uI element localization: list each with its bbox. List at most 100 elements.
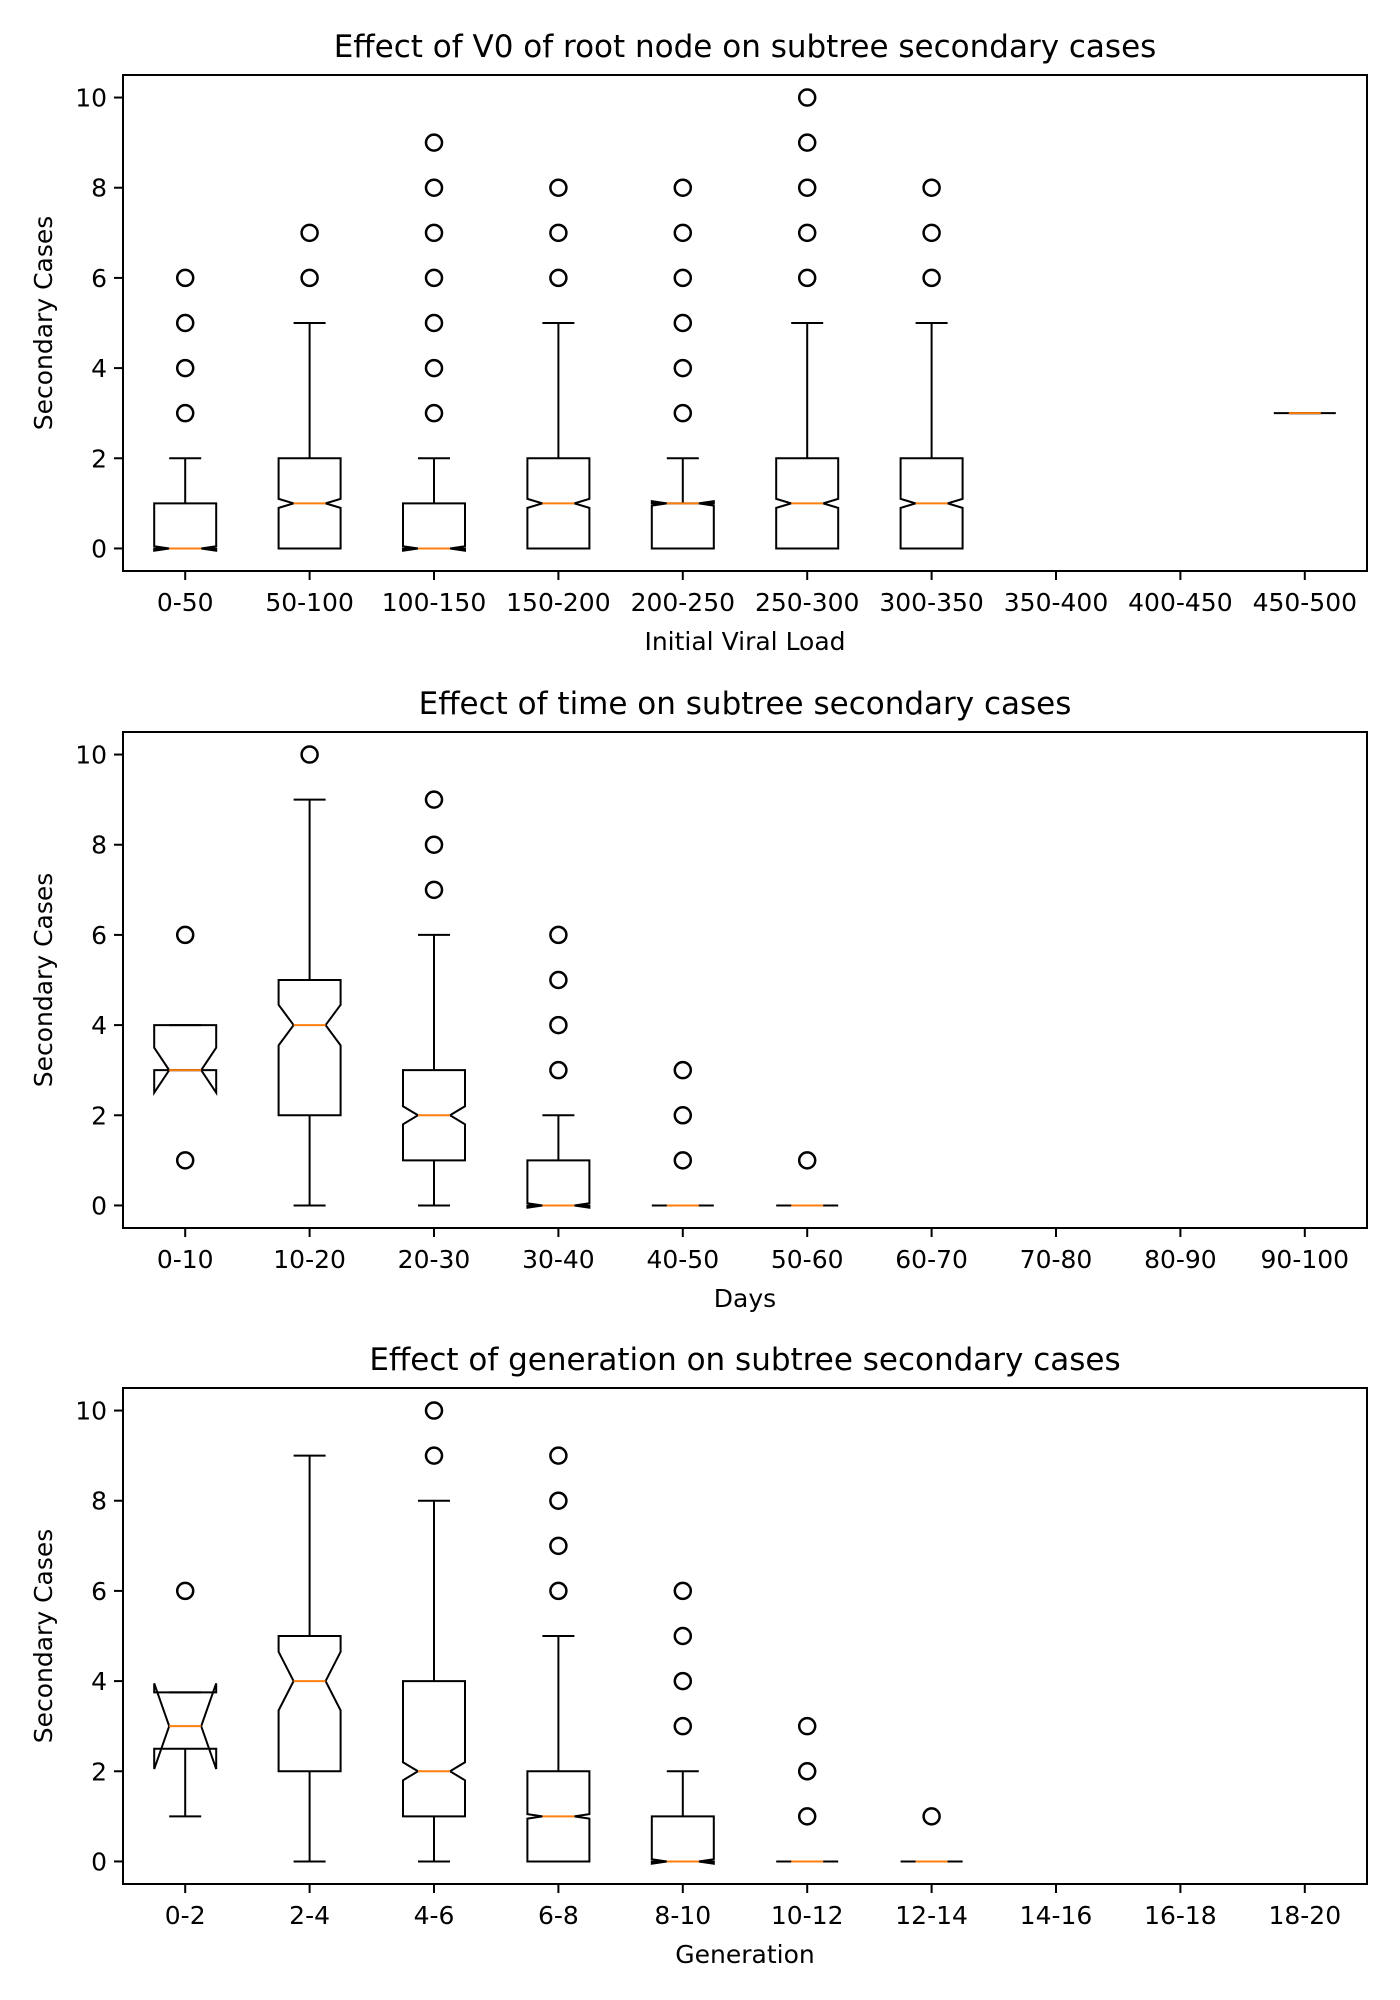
notched-box bbox=[526, 1159, 591, 1209]
outlier-point bbox=[175, 358, 195, 378]
x-tick-label: 20-30 bbox=[398, 1245, 471, 1274]
x-tick-label: 450-500 bbox=[1253, 588, 1357, 617]
outlier-point bbox=[424, 403, 444, 423]
outlier-point bbox=[424, 133, 444, 152]
x-tick-label: 12-14 bbox=[895, 1901, 968, 1930]
chart-panel-3: Effect of generation on subtree secondar… bbox=[29, 1342, 1368, 1969]
notched-box bbox=[775, 457, 840, 550]
outlier-point bbox=[424, 880, 444, 900]
y-tick-label: 6 bbox=[91, 921, 107, 950]
notched-box bbox=[153, 1683, 218, 1770]
boxplot-50-100 bbox=[277, 223, 342, 550]
outlier-point bbox=[424, 1401, 444, 1420]
y-axis-label: Secondary Cases bbox=[29, 1529, 58, 1744]
x-tick-label: 50-100 bbox=[265, 588, 354, 617]
boxplot-0-10 bbox=[153, 925, 218, 1170]
boxplot-50-60 bbox=[776, 1151, 839, 1207]
notched-box bbox=[899, 457, 964, 550]
outlier-point bbox=[673, 1716, 693, 1736]
x-tick-label: 0-10 bbox=[157, 1245, 214, 1274]
outlier-point bbox=[424, 790, 444, 809]
chart-panel-2: Effect of time on subtree secondary case… bbox=[29, 686, 1368, 1313]
outlier-point bbox=[673, 1060, 693, 1080]
x-tick-label: 6-8 bbox=[538, 1901, 579, 1930]
outlier-point bbox=[300, 223, 319, 243]
y-tick-label: 10 bbox=[75, 1397, 107, 1426]
x-tick-label: 80-90 bbox=[1144, 1245, 1217, 1274]
boxplot-8-10 bbox=[650, 1581, 715, 1865]
outlier-point bbox=[673, 178, 693, 197]
outlier-point bbox=[797, 1716, 817, 1736]
outlier-point bbox=[922, 223, 941, 243]
outlier-point bbox=[797, 178, 817, 197]
boxplot-20-30 bbox=[402, 790, 466, 1207]
x-tick-label: 8-10 bbox=[654, 1901, 711, 1930]
y-tick-label: 8 bbox=[91, 831, 107, 860]
outlier-point bbox=[549, 1581, 568, 1601]
x-tick-label: 400-450 bbox=[1128, 588, 1232, 617]
outlier-point bbox=[549, 1446, 568, 1465]
outlier-point bbox=[300, 745, 319, 764]
chart-panel-1: Effect of V0 of root node on subtree sec… bbox=[29, 29, 1368, 656]
y-tick-label: 6 bbox=[91, 264, 107, 293]
outlier-point bbox=[424, 223, 444, 243]
notched-box bbox=[526, 1770, 591, 1863]
outlier-point bbox=[922, 178, 941, 197]
outlier-point bbox=[797, 133, 817, 152]
boxplot-4-6 bbox=[402, 1401, 466, 1863]
boxplot-100-150 bbox=[402, 133, 466, 552]
y-tick-label: 8 bbox=[91, 1487, 107, 1516]
outlier-point bbox=[673, 313, 693, 333]
chart-title: Effect of V0 of root node on subtree sec… bbox=[334, 29, 1157, 65]
outlier-point bbox=[673, 358, 693, 378]
outlier-point bbox=[549, 1536, 568, 1556]
outlier-point bbox=[424, 835, 444, 854]
y-tick-label: 2 bbox=[91, 1757, 107, 1786]
outlier-point bbox=[797, 88, 817, 107]
boxplot-2-4 bbox=[277, 1454, 342, 1863]
boxplot-6-8 bbox=[526, 1446, 591, 1863]
outlier-point bbox=[549, 1015, 568, 1035]
notched-box bbox=[277, 1635, 342, 1773]
x-tick-label: 10-12 bbox=[771, 1901, 844, 1930]
outlier-point bbox=[175, 313, 195, 333]
notched-box bbox=[402, 1069, 466, 1162]
outlier-point bbox=[175, 1151, 195, 1170]
y-tick-label: 4 bbox=[91, 1011, 107, 1040]
outlier-point bbox=[673, 223, 693, 243]
outlier-point bbox=[673, 1671, 693, 1691]
outlier-point bbox=[797, 1762, 817, 1781]
outlier-point bbox=[549, 268, 568, 288]
x-tick-label: 150-200 bbox=[506, 588, 610, 617]
notched-box bbox=[650, 499, 715, 550]
x-tick-label: 4-6 bbox=[414, 1901, 455, 1930]
boxplot-10-20 bbox=[277, 745, 342, 1207]
x-tick-label: 2-4 bbox=[289, 1901, 330, 1930]
outlier-point bbox=[549, 970, 568, 990]
outlier-point bbox=[797, 223, 817, 243]
x-axis-label: Generation bbox=[675, 1940, 814, 1969]
outlier-point bbox=[549, 178, 568, 197]
boxplot-30-40 bbox=[526, 925, 591, 1209]
y-tick-label: 0 bbox=[91, 534, 107, 563]
outlier-point bbox=[673, 403, 693, 423]
y-tick-label: 2 bbox=[91, 444, 107, 473]
outlier-point bbox=[673, 1626, 693, 1646]
outlier-point bbox=[175, 403, 195, 423]
outlier-point bbox=[175, 268, 195, 288]
outlier-point bbox=[424, 268, 444, 288]
x-tick-label: 40-50 bbox=[646, 1245, 719, 1274]
chart-title: Effect of time on subtree secondary case… bbox=[419, 686, 1072, 722]
notched-box bbox=[153, 502, 218, 552]
notched-box bbox=[277, 979, 342, 1117]
outlier-point bbox=[424, 1446, 444, 1465]
notched-box bbox=[402, 1680, 466, 1818]
y-tick-label: 4 bbox=[91, 1667, 107, 1696]
outlier-point bbox=[922, 1807, 941, 1826]
x-tick-label: 100-150 bbox=[382, 588, 486, 617]
plot-area-frame bbox=[122, 731, 1368, 1229]
boxplot-150-200 bbox=[526, 178, 591, 550]
outlier-point bbox=[549, 223, 568, 243]
x-axis-label: Days bbox=[714, 1284, 776, 1313]
